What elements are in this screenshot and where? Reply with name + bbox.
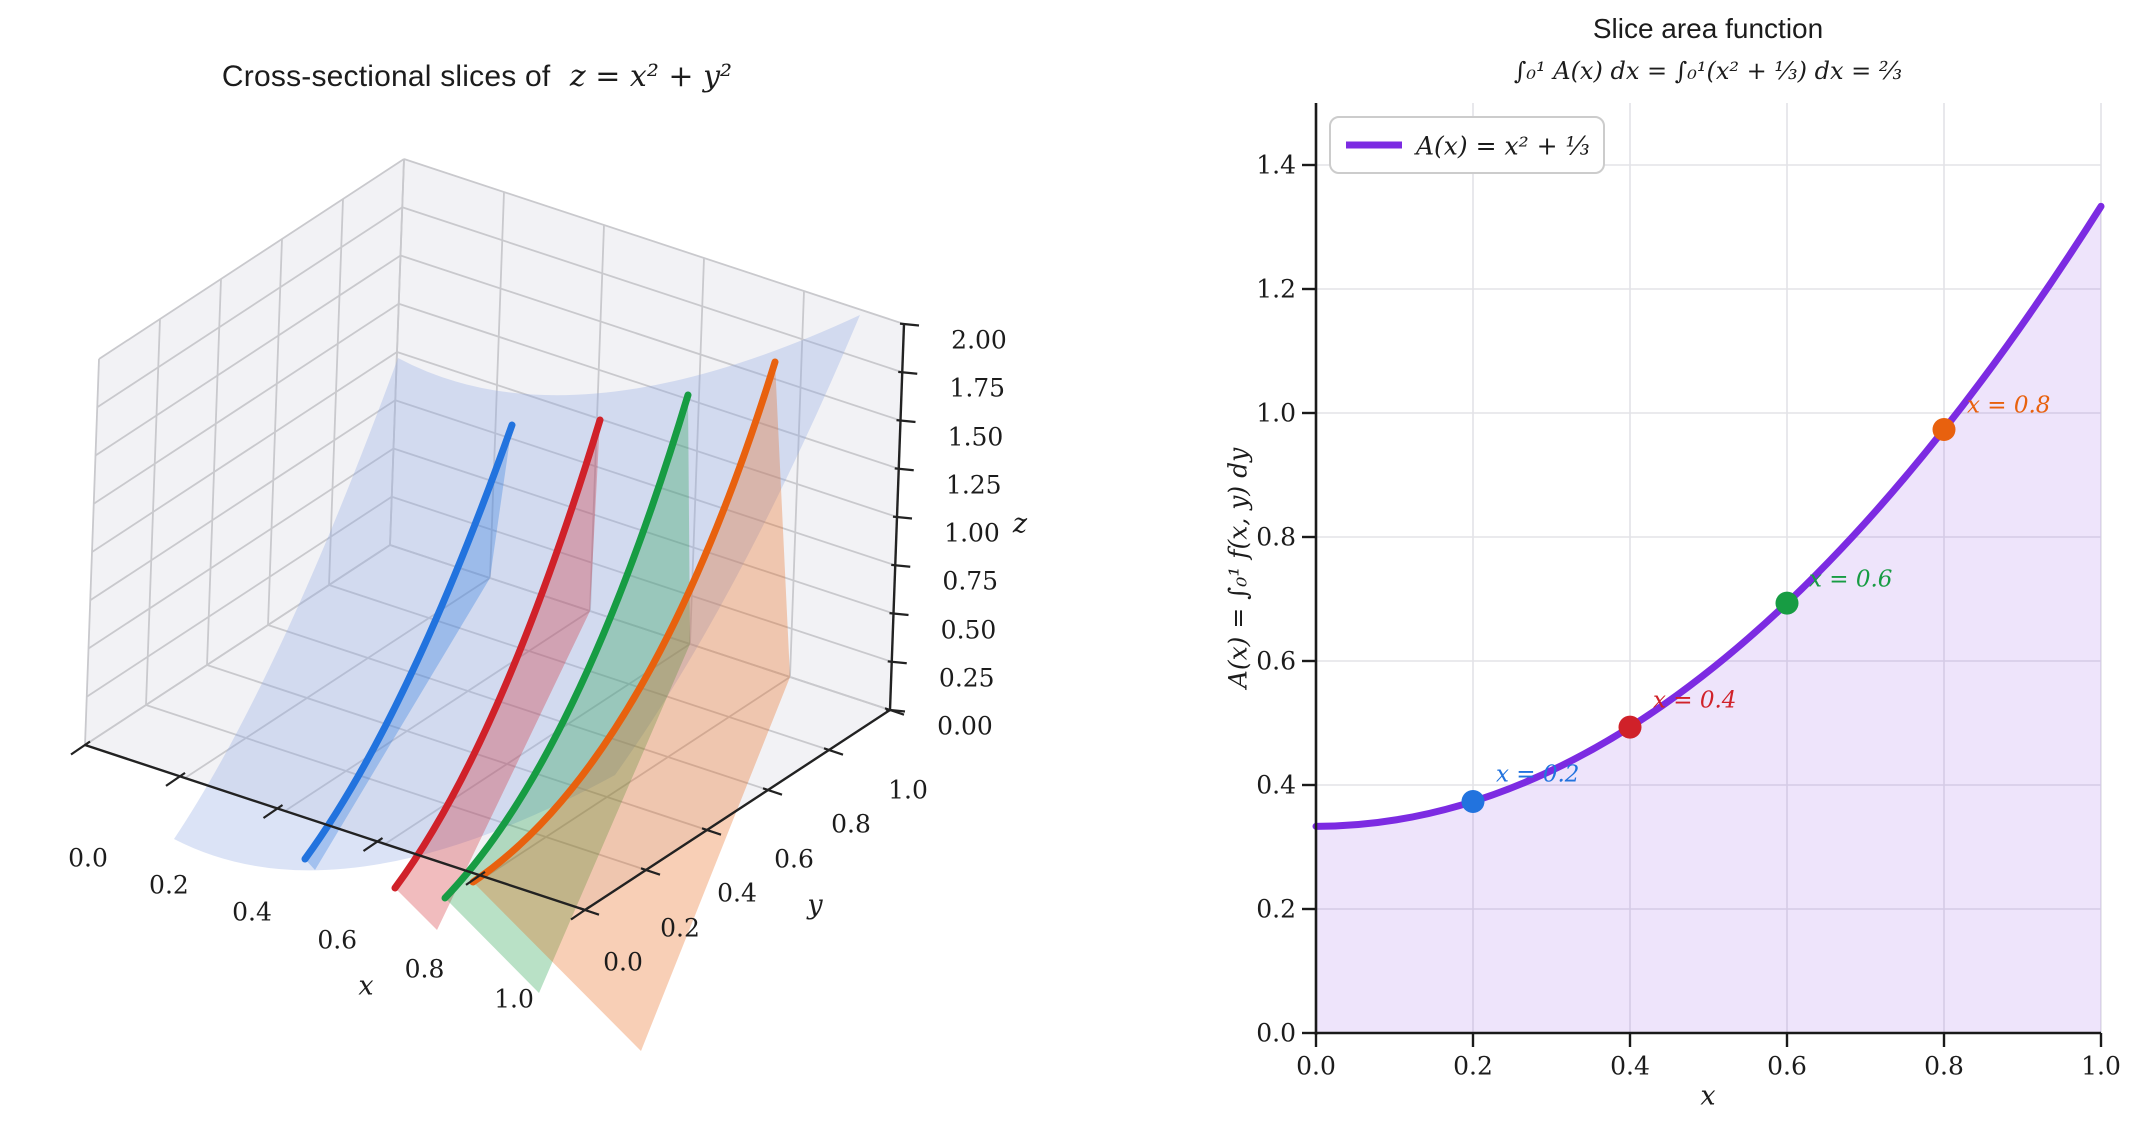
z-tick-label-1.00: 1.00 [944, 518, 1000, 548]
y-tick-label-0.0: 0.0 [603, 947, 643, 977]
x-tick-label-0.8: 0.8 [404, 954, 445, 984]
slice-ribbon-x-0.6 [445, 395, 690, 993]
slice-curve-x-0.6 [441, 391, 692, 902]
right-x-tick-label-0.8: 0.8 [1924, 1051, 1964, 1081]
right-plot-subtitle: ∫₀¹ A(x) dx = ∫₀¹(x² + ⅓) dx = ⅔ [1513, 57, 1903, 85]
legend-label: A(x) = x² + ⅓ [1416, 131, 1590, 161]
left-plot-axes [70, 322, 920, 921]
right-plot-spines [1302, 103, 2103, 1047]
right-x-tick-label-0.6: 0.6 [1767, 1051, 1807, 1081]
surface-z-x2-y2 [174, 315, 860, 871]
z-tick-label-1.50: 1.50 [947, 422, 1004, 451]
point-x-0.6 [1775, 591, 1799, 615]
right-y-tick-label-1.2: 1.2 [1256, 274, 1296, 304]
right-y-tick-label-1.0: 1.0 [1256, 398, 1296, 428]
slice-curve-x-0.2 [301, 421, 516, 863]
point-x-0.8 [1932, 418, 1956, 442]
y-tick-label-0.2: 0.2 [660, 913, 700, 943]
y-tick-label-0.4: 0.4 [717, 878, 757, 908]
y-tick-label-0.8: 0.8 [831, 809, 871, 839]
x-tick-label-0.0: 0.0 [68, 843, 108, 873]
left-plot-title-text: Cross-sectional slices of [221, 60, 551, 93]
slice-curve-x-0.8 [469, 358, 779, 886]
right-plot-ylabel: A(x) = ∫₀¹ f(x, y) dy [1223, 447, 1253, 689]
right-y-tick-label-0.4: 0.4 [1256, 770, 1296, 800]
point-annotation-0.6: x = 0.6 [1809, 566, 1893, 593]
area-function-curve [1312, 202, 2105, 830]
right-y-tick-label-0.2: 0.2 [1256, 894, 1296, 924]
right-plot-xlabel: x [1700, 1080, 1716, 1112]
point-annotation-0.2: x = 0.2 [1496, 761, 1580, 788]
right-y-tick-label-1.4: 1.4 [1256, 150, 1296, 180]
right-x-tick-label-0.0: 0.0 [1296, 1051, 1336, 1081]
z-tick-label-1.75: 1.75 [949, 373, 1006, 403]
y-tick-label-1.0: 1.0 [888, 775, 928, 805]
point-x-0.4 [1618, 715, 1642, 739]
left-plot-xlabel: x [358, 970, 374, 1002]
right-x-tick-label-0.4: 0.4 [1610, 1051, 1650, 1081]
slice-ribbon-x-0.4 [395, 420, 600, 930]
left-plot-zlabel: z [1012, 508, 1028, 540]
right-plot-title: Slice area function [1592, 13, 1824, 44]
x-tick-label-0.4: 0.4 [232, 897, 272, 927]
z-tick-label-0.00: 0.00 [937, 711, 993, 741]
slice-group [301, 358, 790, 1051]
x-tick-label-0.6: 0.6 [317, 925, 358, 955]
y-tick-label-0.6: 0.6 [774, 844, 814, 874]
z-tick-label-2.00: 2.00 [951, 325, 1007, 355]
z-tick-label-0.25: 0.25 [938, 663, 995, 693]
x-tick-label-1.0: 1.0 [494, 984, 534, 1014]
point-x-0.2 [1461, 790, 1485, 814]
left-plot-title-math: z = x² + y² [569, 59, 733, 94]
x-tick-label-0.2: 0.2 [149, 870, 189, 900]
area-under-curve [1316, 206, 2101, 1034]
right-x-tick-label-1.0: 1.0 [2081, 1051, 2121, 1081]
point-annotation-0.4: x = 0.4 [1653, 687, 1737, 714]
legend-box [1329, 116, 1605, 174]
right-x-tick-label-0.2: 0.2 [1453, 1051, 1493, 1081]
z-tick-label-1.25: 1.25 [945, 470, 1002, 500]
left-plot-ylabel: y [807, 889, 823, 921]
slice-curve-x-0.4 [391, 416, 604, 892]
right-y-tick-label-0.6: 0.6 [1256, 646, 1296, 676]
left-plot-title: Cross-sectional slices of z = x² + y² [222, 62, 732, 92]
right-y-tick-label-0.0: 0.0 [1256, 1018, 1296, 1048]
right-y-tick-label-0.8: 0.8 [1256, 522, 1296, 552]
z-tick-label-0.50: 0.50 [940, 615, 997, 644]
point-annotation-0.8: x = 0.8 [1967, 392, 2051, 419]
z-tick-label-0.75: 0.75 [942, 566, 999, 596]
